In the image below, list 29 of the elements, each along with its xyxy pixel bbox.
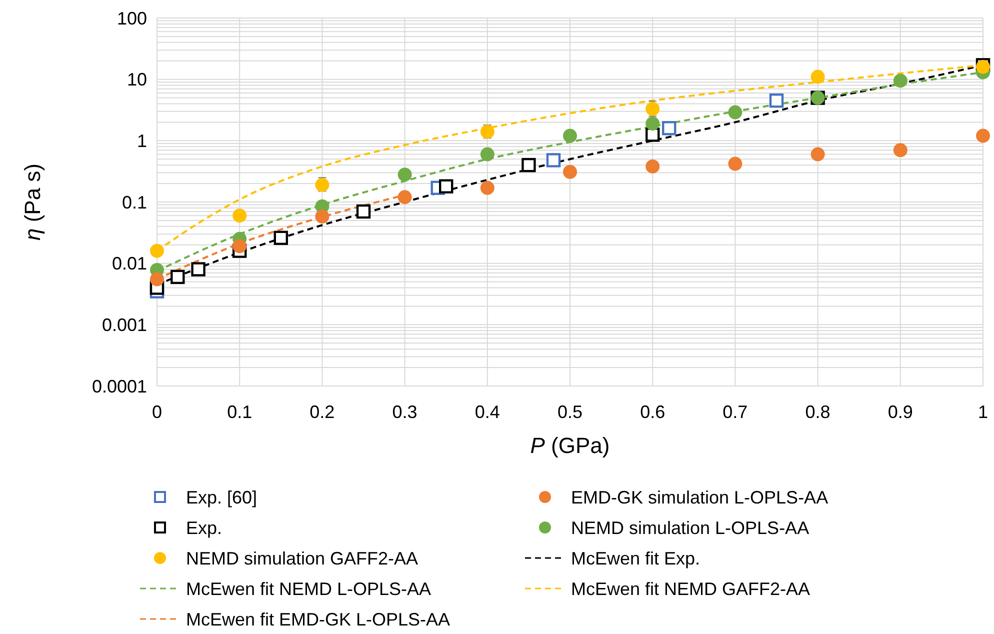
- x-tick-label: 0.3: [392, 402, 418, 422]
- x-tick-label: 0.5: [557, 402, 583, 422]
- legend-label: McEwen fit NEMD L-OPLS-AA: [186, 578, 432, 599]
- x-tick-label: 0.6: [640, 402, 666, 422]
- x-tick-label: 0.2: [310, 402, 335, 422]
- y-tick-label: 0.0001: [92, 376, 147, 396]
- legend-label: EMD-GK simulation L-OPLS-AA: [571, 487, 828, 508]
- legend-label: McEwen fit EMD-GK L-OPLS-AA: [186, 609, 450, 630]
- x-tick-label: 0.7: [722, 402, 748, 422]
- x-tick-label: 1: [978, 402, 988, 422]
- legend-label: McEwen fit Exp.: [571, 548, 700, 568]
- legend-label: Exp.: [186, 518, 222, 538]
- y-tick-label: 0.001: [102, 314, 147, 335]
- x-axis-title: P (GPa): [530, 433, 610, 458]
- legend-label: NEMD simulation L-OPLS-AA: [571, 518, 810, 538]
- legend-label: Exp. [60]: [186, 487, 258, 508]
- y-axis-title: η (Pa s): [20, 163, 45, 241]
- y-tick-label: 10: [126, 70, 147, 90]
- legend-label: McEwen fit NEMD GAFF2-AA: [571, 578, 810, 599]
- legend-label: NEMD simulation GAFF2-AA: [186, 548, 418, 568]
- x-tick-label: 0.8: [805, 402, 830, 422]
- y-tick-label: 1: [136, 130, 147, 151]
- x-tick-label: 0.4: [474, 402, 500, 422]
- x-tick-label: 0: [152, 402, 162, 422]
- y-tick-label: 0.1: [122, 192, 147, 212]
- y-tick-label: 100: [116, 8, 147, 28]
- x-tick-label: 0.1: [227, 402, 252, 422]
- x-tick-label: 0.9: [888, 402, 913, 422]
- y-tick-label: 0.01: [112, 254, 147, 274]
